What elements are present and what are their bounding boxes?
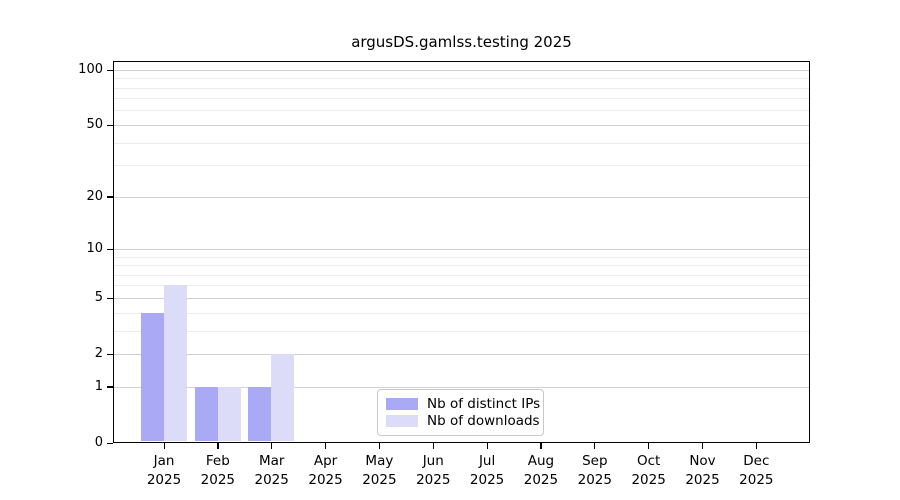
chart-title: argusDS.gamlss.testing 2025 (351, 33, 572, 51)
minor-gridline (114, 87, 809, 89)
minor-gridline (114, 330, 809, 332)
x-tick-label-aug: Aug 2025 (523, 453, 559, 488)
legend-label: Nb of downloads (427, 413, 540, 429)
x-tick-label-may: May 2025 (362, 453, 397, 488)
x-tick-label-dec: Dec 2025 (739, 453, 774, 488)
legend: Nb of distinct IPs Nb of downloads (377, 389, 544, 436)
x-tick-label-mar: Mar 2025 (254, 453, 289, 488)
legend-row: Nb of downloads (386, 413, 540, 429)
y-tick-label: 1 (94, 378, 103, 394)
x-tick-mark (702, 443, 704, 449)
minor-gridline (114, 78, 809, 80)
major-gridline (114, 124, 809, 126)
plot-area (113, 61, 810, 443)
x-tick-label-jan: Jan 2025 (146, 453, 182, 488)
y-tick-label: 0 (94, 435, 103, 450)
x-tick-mark (432, 443, 434, 449)
y-tick-mark (107, 196, 113, 198)
major-gridline (114, 196, 809, 198)
major-gridline (114, 353, 809, 355)
minor-gridline (114, 274, 809, 276)
bar-nb-of-downloads (271, 353, 295, 442)
minor-gridline (114, 110, 809, 112)
minor-gridline (114, 285, 809, 287)
x-tick-label-oct: Oct 2025 (631, 453, 666, 488)
bar-nb-of-distinct-ips (248, 386, 272, 442)
bar-nb-of-distinct-ips (140, 312, 164, 442)
x-tick-mark (163, 443, 165, 449)
minor-gridline (114, 312, 809, 314)
y-tick-label: 10 (86, 241, 103, 257)
major-gridline (114, 386, 809, 388)
y-tick-mark (107, 248, 113, 250)
y-tick-mark (107, 353, 113, 355)
legend-label: Nb of distinct IPs (427, 396, 541, 412)
bar-nb-of-downloads (163, 285, 187, 442)
y-tick-mark (107, 124, 113, 126)
x-tick-label-jun: Jun 2025 (416, 453, 451, 488)
minor-gridline (114, 165, 809, 167)
y-tick-label: 2 (94, 346, 103, 362)
major-gridline (114, 69, 809, 71)
x-tick-mark (648, 443, 650, 449)
x-tick-mark (594, 443, 596, 449)
y-tick-mark (107, 386, 113, 388)
x-tick-label-jul: Jul 2025 (469, 453, 505, 488)
x-tick-mark (378, 443, 381, 449)
x-tick-label-sep: Sep 2025 (577, 453, 612, 488)
legend-row: Nb of distinct IPs (386, 396, 540, 412)
x-tick-mark (325, 443, 327, 449)
y-tick-label: 20 (86, 188, 103, 204)
bar-nb-of-downloads (217, 386, 241, 442)
y-tick-mark (107, 69, 113, 71)
y-tick-label: 50 (86, 117, 103, 133)
y-tick-label: 100 (78, 62, 103, 77)
x-tick-mark (217, 443, 219, 449)
bar-nb-of-distinct-ips (194, 386, 218, 442)
major-gridline (114, 297, 809, 299)
minor-gridline (114, 142, 809, 144)
minor-gridline (114, 265, 809, 267)
y-tick-mark (107, 297, 113, 299)
x-tick-label-apr: Apr 2025 (308, 453, 343, 488)
y-tick-mark (107, 442, 113, 444)
y-tick-label: 5 (94, 290, 103, 306)
x-tick-label-nov: Nov 2025 (685, 453, 720, 488)
x-tick-label-feb: Feb 2025 (200, 453, 236, 488)
minor-gridline (114, 256, 809, 258)
legend-swatch (386, 415, 418, 427)
legend-swatch (386, 398, 418, 410)
x-tick-mark (755, 443, 758, 449)
major-gridline (114, 248, 809, 250)
minor-gridline (114, 98, 809, 100)
x-tick-mark (540, 443, 542, 449)
x-tick-mark (486, 443, 488, 449)
x-tick-mark (271, 443, 273, 449)
